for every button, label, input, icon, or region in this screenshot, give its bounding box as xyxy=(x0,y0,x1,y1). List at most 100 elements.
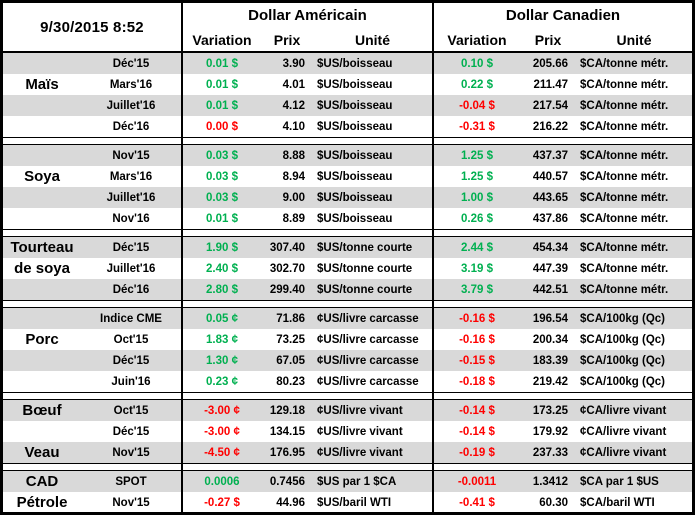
cad-section-header: Dollar Canadien Variation Prix Unité xyxy=(432,3,692,51)
cad-section-title: Dollar Canadien xyxy=(505,7,621,24)
usd-price-cell: 44.96 xyxy=(276,496,305,509)
cad-variation-cell: -0.0011 xyxy=(432,471,520,492)
usd-variation-cell: 0.03 $ xyxy=(181,145,261,166)
usd-unit-cell: $US par 1 $CA xyxy=(317,475,397,488)
usd-variation-cell: 0.03 $ xyxy=(181,187,261,208)
usd-unit-header: Unité xyxy=(355,31,390,48)
cad-price-cell: 211.47 xyxy=(533,78,568,91)
section-boeuf-veau: Bœuf Oct'15 -3.00 ¢ 129.18 ¢US/livre viv… xyxy=(3,400,692,463)
cad-unit-cell: $CA/tonne métr. xyxy=(580,57,669,70)
usd-unit-cell: $US/boisseau xyxy=(317,78,393,91)
usd-price-cell: 4.01 xyxy=(282,78,305,91)
table-row: Déc'16 0.00 $ 4.10 $US/boisseau -0.31 $ … xyxy=(3,116,692,137)
cad-price-cell: 454.34 xyxy=(532,241,568,254)
section-porc: Indice CME 0.05 ¢ 71.86 ¢US/livre carcas… xyxy=(3,308,692,392)
usd-variation-cell: 0.01 $ xyxy=(181,208,261,229)
table-row: Juillet'16 0.01 $ 4.12 $US/boisseau -0.0… xyxy=(3,95,692,116)
table-row: Indice CME 0.05 ¢ 71.86 ¢US/livre carcas… xyxy=(3,308,692,329)
cad-variation-cell: 0.22 $ xyxy=(432,74,520,95)
cad-variation-header: Variation xyxy=(447,31,507,48)
cad-variation-cell: 3.79 $ xyxy=(432,279,520,300)
cad-variation-cell: -0.16 $ xyxy=(432,329,520,350)
usd-section-header: Dollar Américain Variation Prix Unité xyxy=(181,3,432,51)
cad-unit-cell: $CA/tonne métr. xyxy=(580,99,669,112)
commodity-label xyxy=(3,421,81,442)
usd-variation-cell: -3.00 ¢ xyxy=(181,400,261,421)
commodity-label: Tourteau xyxy=(10,239,74,256)
report-timestamp: 9/30/2015 8:52 xyxy=(40,18,144,36)
cad-variation-cell: -0.41 $ xyxy=(432,492,520,512)
usd-variation-cell: 0.05 ¢ xyxy=(181,308,261,329)
usd-unit-cell: $US/boisseau xyxy=(317,99,393,112)
section-soya: Nov'15 0.03 $ 8.88 $US/boisseau 1.25 $ 4… xyxy=(3,145,692,229)
contract-cell: Nov'15 xyxy=(112,149,150,162)
cad-unit-cell: $CA/tonne métr. xyxy=(580,241,669,254)
usd-unit-cell: ¢US/livre carcasse xyxy=(317,333,419,346)
usd-unit-cell: $US/boisseau xyxy=(317,191,393,204)
cad-price-cell: 237.33 xyxy=(532,446,568,459)
contract-cell: Mars'16 xyxy=(109,78,153,91)
contract-cell: Déc'15 xyxy=(112,241,150,254)
cad-unit-header: Unité xyxy=(616,31,652,48)
contract-cell: Indice CME xyxy=(100,312,162,325)
commodity-label: Veau xyxy=(24,444,60,461)
table-row: Nov'16 0.01 $ 8.89 $US/boisseau 0.26 $ 4… xyxy=(3,208,692,229)
usd-variation-cell: -3.00 ¢ xyxy=(181,421,261,442)
contract-cell: Nov'15 xyxy=(112,446,150,459)
cad-price-cell: 447.39 xyxy=(532,262,568,275)
cad-variation-cell: -0.19 $ xyxy=(432,442,520,463)
contract-cell: SPOT xyxy=(115,475,147,488)
commodity-label xyxy=(3,116,81,137)
usd-unit-cell: $US/boisseau xyxy=(317,57,393,70)
commodity-label xyxy=(3,308,81,329)
cad-price-cell: 173.25 xyxy=(532,404,568,417)
cad-price-cell: 205.66 xyxy=(532,57,568,70)
cad-price-cell: 442.51 xyxy=(532,283,568,296)
cad-variation-cell: -0.04 $ xyxy=(432,95,520,116)
usd-variation-cell: 1.90 $ xyxy=(181,237,261,258)
usd-variation-cell: 2.80 $ xyxy=(181,279,261,300)
cad-unit-cell: ¢CA/livre vivant xyxy=(580,425,667,438)
usd-unit-cell: $US/boisseau xyxy=(317,149,393,162)
commodity-label: CAD xyxy=(25,473,59,490)
usd-variation-cell: 0.03 $ xyxy=(181,166,261,187)
cad-price-cell: 196.54 xyxy=(532,312,568,325)
table-row: Veau Nov'15 -4.50 ¢ 176.95 ¢US/livre viv… xyxy=(3,442,692,463)
cad-unit-cell: $CA/100kg (Qc) xyxy=(580,354,666,367)
commodity-label xyxy=(3,279,81,300)
usd-variation-cell: 0.0006 xyxy=(181,471,261,492)
usd-unit-cell: ¢US/livre carcasse xyxy=(317,354,419,367)
cad-price-cell: 1.3412 xyxy=(532,475,568,488)
cad-variation-cell: 1.25 $ xyxy=(432,145,520,166)
usd-unit-cell: $US/tonne courte xyxy=(317,241,413,254)
cad-variation-cell: -0.16 $ xyxy=(432,308,520,329)
cad-variation-cell: 0.26 $ xyxy=(432,208,520,229)
commodity-label: Soya xyxy=(24,168,60,185)
usd-unit-cell: $US/tonne courte xyxy=(317,262,413,275)
contract-cell: Mars'16 xyxy=(109,170,153,183)
contract-cell: Nov'16 xyxy=(112,212,150,225)
usd-unit-cell: $US/baril WTI xyxy=(317,496,392,509)
usd-price-cell: 9.00 xyxy=(282,191,305,204)
cad-price-cell: 219.42 xyxy=(532,375,568,388)
usd-variation-cell: 0.23 ¢ xyxy=(181,371,261,392)
commodity-label: de soya xyxy=(14,260,70,277)
usd-variation-header: Variation xyxy=(192,31,252,48)
usd-price-cell: 80.23 xyxy=(276,375,305,388)
cad-variation-cell: -0.18 $ xyxy=(432,371,520,392)
contract-cell: Déc'16 xyxy=(112,120,150,133)
cad-price-cell: 437.37 xyxy=(532,149,568,162)
usd-price-cell: 302.70 xyxy=(269,262,305,275)
usd-price-cell: 4.10 xyxy=(282,120,305,133)
cad-variation-cell: -0.14 $ xyxy=(432,421,520,442)
cad-price-cell: 183.39 xyxy=(532,354,568,367)
contract-cell: Oct'15 xyxy=(113,333,149,346)
commodity-label xyxy=(3,95,81,116)
section-mais: Déc'15 0.01 $ 3.90 $US/boisseau 0.10 $ 2… xyxy=(3,53,692,137)
section-separator xyxy=(3,229,692,237)
cad-variation-cell: -0.14 $ xyxy=(432,400,520,421)
table-row: Tourteau Déc'15 1.90 $ 307.40 $US/tonne … xyxy=(3,237,692,258)
usd-price-cell: 67.05 xyxy=(276,354,305,367)
cad-variation-cell: 1.00 $ xyxy=(432,187,520,208)
usd-unit-cell: $US/boisseau xyxy=(317,212,393,225)
